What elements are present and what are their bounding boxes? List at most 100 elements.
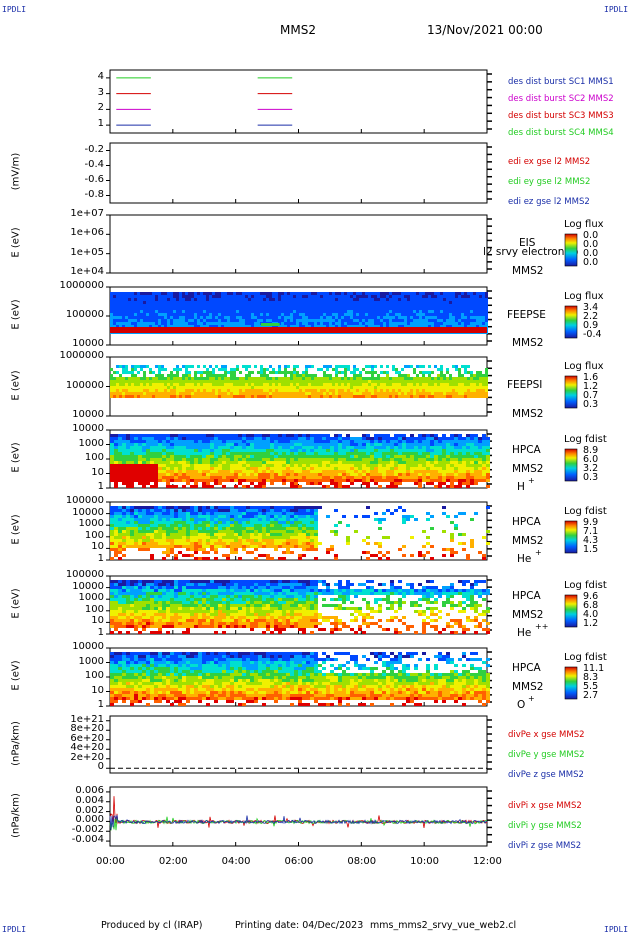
heat-cell	[467, 325, 470, 328]
heat-cell	[234, 470, 238, 473]
heat-cell	[282, 434, 286, 437]
heat-cell	[130, 470, 134, 473]
heat-cell	[250, 479, 254, 482]
heat-cell	[353, 322, 356, 325]
heat-cell	[209, 319, 212, 322]
heat-cell	[377, 298, 380, 301]
overlay-text: l2 srvy electron to	[483, 246, 579, 258]
heat-cell	[142, 533, 146, 536]
heat-cell	[137, 392, 140, 395]
heat-cell	[215, 310, 218, 313]
heat-cell	[446, 301, 449, 304]
heat-cell	[209, 380, 212, 383]
heat-cell	[131, 365, 134, 368]
heat-cell	[470, 443, 474, 446]
heat-cell	[284, 395, 287, 398]
heat-cell	[269, 386, 272, 389]
heat-cell	[194, 322, 197, 325]
heat-cell	[270, 467, 274, 470]
heat-cell	[383, 295, 386, 298]
heat-cell	[260, 316, 263, 319]
y-tick-label: 10	[91, 684, 104, 696]
heat-cell	[266, 458, 270, 461]
heat-cell	[338, 380, 341, 383]
heat-cell	[155, 322, 158, 325]
heat-cell	[287, 304, 290, 307]
heat-cell	[422, 380, 425, 383]
heat-cell	[281, 295, 284, 298]
heat-cell	[404, 322, 407, 325]
heat-cell	[128, 319, 131, 322]
heat-cell	[250, 437, 254, 440]
heat-cell	[134, 515, 138, 518]
heat-cell	[221, 310, 224, 313]
heat-cell	[233, 304, 236, 307]
heat-cell	[302, 446, 306, 449]
heat-cell	[378, 485, 382, 488]
heat-cell	[329, 377, 332, 380]
heat-cell	[150, 533, 154, 536]
heat-cell	[238, 434, 242, 437]
heat-cell	[170, 307, 173, 310]
heat-cell	[212, 371, 215, 374]
heat-cell	[221, 319, 224, 322]
heat-cell	[210, 461, 214, 464]
heat-cell	[290, 380, 293, 383]
heat-cell	[122, 533, 126, 536]
heat-cell	[154, 437, 158, 440]
heat-cell	[234, 476, 238, 479]
heat-cell	[194, 446, 198, 449]
heat-cell	[422, 449, 426, 452]
heat-cell	[161, 374, 164, 377]
heat-cell	[404, 313, 407, 316]
heat-cell	[154, 440, 158, 443]
heat-cell	[438, 485, 442, 488]
heat-cell	[330, 479, 334, 482]
y-tick-label: 1000	[78, 437, 104, 449]
heat-cell	[218, 446, 222, 449]
heat-cell	[263, 292, 266, 295]
heat-cell	[179, 377, 182, 380]
heat-cell	[406, 473, 410, 476]
heat-cell	[314, 395, 317, 398]
heat-cell	[437, 316, 440, 319]
heat-cell	[230, 386, 233, 389]
heat-cell	[190, 470, 194, 473]
heat-cell	[118, 443, 122, 446]
heat-cell	[298, 485, 302, 488]
heat-cell	[431, 322, 434, 325]
heat-cell	[179, 322, 182, 325]
heat-cell	[122, 380, 125, 383]
heat-cell	[416, 307, 419, 310]
heat-cell	[368, 307, 371, 310]
heat-cell	[251, 319, 254, 322]
heat-cell	[202, 452, 206, 455]
heat-cell	[332, 368, 335, 371]
heat-cell	[260, 386, 263, 389]
heat-cell	[227, 386, 230, 389]
heat-cell	[194, 380, 197, 383]
heat-cell	[416, 295, 419, 298]
heat-cell	[182, 377, 185, 380]
heat-cell	[242, 461, 246, 464]
heat-cell	[212, 301, 215, 304]
heat-cell	[245, 365, 248, 368]
heat-cell	[230, 325, 233, 328]
heat-cell	[377, 377, 380, 380]
heat-cell	[464, 304, 467, 307]
heat-cell	[338, 313, 341, 316]
heat-cell	[380, 319, 383, 322]
heat-cell	[430, 461, 434, 464]
heat-cell	[146, 325, 149, 328]
heat-cell	[310, 443, 314, 446]
heat-cell	[326, 389, 329, 392]
heat-cell	[305, 316, 308, 319]
heat-cell	[366, 437, 370, 440]
heat-cell	[458, 383, 461, 386]
heat-cell	[326, 464, 330, 467]
heat-cell	[374, 452, 378, 455]
heat-cell	[314, 313, 317, 316]
heat-cell	[258, 464, 262, 467]
heat-cell	[414, 476, 418, 479]
heat-cell	[350, 464, 354, 467]
